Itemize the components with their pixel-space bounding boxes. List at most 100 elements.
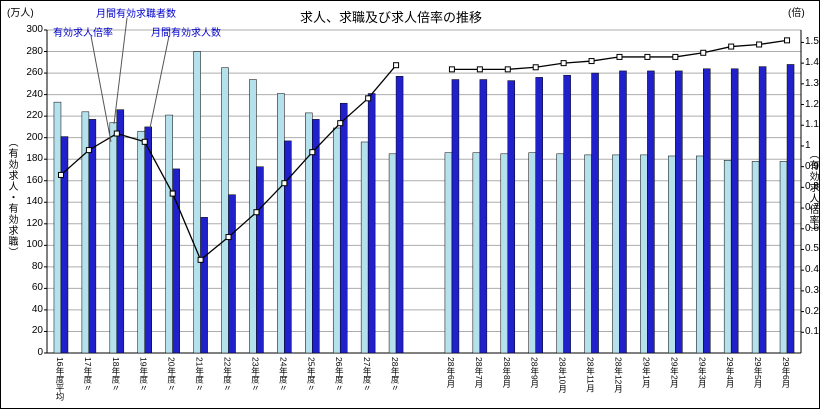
left-axis-tick-label: 240 — [26, 88, 43, 100]
x-category-label: 28年9月 — [529, 357, 540, 389]
x-category-label: 20年度〃 — [166, 357, 177, 392]
ratio-marker — [281, 180, 288, 187]
bar-offers — [451, 79, 460, 354]
right-axis-tick-label: 0.2 — [805, 305, 819, 317]
right-axis-tick-label: 0.9 — [805, 160, 819, 172]
bar-seekers — [500, 153, 509, 354]
bar-seekers — [612, 154, 620, 354]
x-category-label: 21年度〃 — [194, 357, 205, 392]
ratio-marker — [476, 66, 483, 73]
x-category-label: 22年度〃 — [222, 357, 233, 392]
bar-seekers — [668, 155, 676, 354]
bar-seekers — [165, 114, 173, 354]
left-axis-tick-label: 180 — [26, 153, 43, 165]
ratio-marker — [504, 66, 511, 73]
bar-offers — [284, 140, 292, 354]
bar-offers — [395, 76, 404, 354]
ratio-marker — [672, 53, 679, 60]
ratio-marker — [197, 256, 204, 263]
left-axis-tick-label: 40 — [31, 303, 43, 315]
x-category-label: 28年8月 — [501, 357, 512, 389]
x-category-label: 28年6月 — [445, 357, 456, 389]
ratio-marker — [253, 209, 260, 216]
x-category-label: 25年度〃 — [306, 357, 317, 392]
right-axis-tick-label: 0.7 — [805, 202, 819, 214]
right-axis-tick-label: 1.4 — [805, 57, 819, 69]
left-axis-tick-label: 140 — [26, 196, 43, 208]
ratio-marker — [756, 41, 763, 48]
left-axis-tick-label: 260 — [26, 67, 43, 79]
bar-seekers — [137, 130, 145, 354]
bar-offers — [312, 119, 320, 354]
ratio-marker — [700, 49, 707, 56]
left-axis-tick-label: 200 — [26, 131, 43, 143]
right-axis-tick-label: 1 — [805, 139, 811, 151]
right-axis-tick-label: 0.6 — [805, 222, 819, 234]
x-category-label: 28年10月 — [557, 357, 568, 393]
bar-offers — [675, 70, 683, 354]
bar-offers — [730, 68, 739, 354]
x-category-label: 26年度〃 — [334, 357, 345, 392]
legend-ratio-label: 有効求人倍率 — [53, 28, 113, 39]
ratio-marker — [393, 62, 400, 69]
ratio-marker — [644, 53, 651, 60]
x-category-label: 16年度平均 — [54, 357, 65, 401]
right-axis-tick-label: 0.4 — [805, 264, 819, 276]
bar-seekers — [332, 127, 341, 354]
ratio-marker — [113, 130, 120, 137]
right-axis-title: （有効求人倍率） — [807, 149, 818, 237]
ratio-marker — [588, 58, 595, 65]
bar-seekers — [556, 153, 564, 354]
x-category-label: 29年2月 — [669, 357, 680, 389]
bar-seekers — [751, 161, 760, 354]
bar-offers — [256, 166, 264, 354]
bar-seekers — [696, 155, 704, 354]
left-axis-tick-label: 220 — [26, 110, 43, 122]
bar-offers — [758, 66, 767, 354]
right-axis-tick-label: 0.8 — [805, 181, 819, 193]
left-axis-tick-label: 100 — [26, 239, 43, 251]
bar-offers — [228, 194, 236, 354]
left-axis-tick-label: 160 — [26, 174, 43, 186]
ratio-marker — [728, 43, 735, 50]
left-axis-tick-label: 20 — [31, 325, 43, 337]
x-category-label: 24年度〃 — [278, 357, 289, 392]
bar-seekers — [444, 152, 453, 354]
leader-line-seekers — [113, 17, 128, 125]
leader-line-offers — [149, 35, 170, 129]
right-axis-tick-label: 0.1 — [805, 326, 819, 338]
right-axis-tick-label: 0.5 — [805, 243, 819, 255]
bar-offers — [200, 217, 208, 354]
x-category-label: 29年3月 — [697, 357, 708, 389]
leader-line-ratio — [90, 35, 112, 143]
x-category-label: 28年12月 — [613, 357, 624, 393]
ratio-marker — [616, 53, 623, 60]
ratio-marker — [225, 234, 232, 241]
right-axis-tick-label: 0.3 — [805, 284, 819, 296]
bar-seekers — [109, 122, 118, 354]
bar-offers — [786, 64, 795, 354]
right-axis-tick-label: 1.2 — [805, 98, 819, 110]
ratio-marker — [337, 120, 344, 127]
left-axis-tick-label: 0 — [37, 347, 43, 358]
bar-seekers — [277, 93, 285, 354]
ratio-marker — [560, 60, 567, 67]
bar-seekers — [221, 67, 229, 354]
bar-offers — [60, 136, 69, 354]
left-axis-tick-label: 60 — [31, 282, 43, 294]
chart-title: 求人、求職及び求人倍率の推移 — [299, 10, 482, 25]
bar-offers — [535, 77, 543, 354]
x-category-label: 28年度〃 — [390, 357, 401, 392]
bar-seekers — [640, 154, 648, 354]
ratio-marker — [85, 147, 92, 154]
x-category-label: 29年6月 — [781, 357, 792, 389]
x-category-label: 29年5月 — [753, 357, 764, 389]
left-axis-tick-label: 300 — [26, 24, 43, 35]
legend-seekers-label: 月間有効求職者数 — [96, 9, 176, 20]
ratio-marker — [532, 64, 539, 71]
left-axis-tick-label: 80 — [31, 260, 43, 272]
ratio-marker — [169, 190, 176, 197]
ratio-marker — [309, 149, 316, 156]
bar-offers — [507, 80, 516, 354]
